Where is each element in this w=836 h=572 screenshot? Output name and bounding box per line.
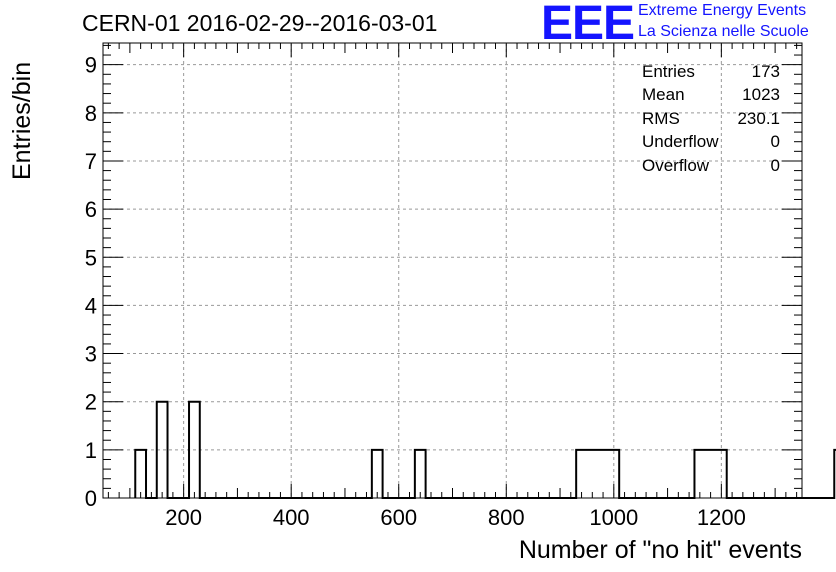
x-tick-label: 800 [488, 505, 525, 530]
stat-entries: Entries 173 [642, 60, 780, 83]
stat-key: Underflow [642, 132, 719, 152]
chart-title: CERN-01 2016-02-29--2016-03-01 [82, 10, 438, 36]
stats-box: Entries 173 Mean 1023 RMS 230.1 Underflo… [642, 60, 780, 177]
stat-overflow: Overflow 0 [642, 154, 780, 177]
histogram-line [134, 400, 836, 499]
x-tick-label: 200 [165, 505, 202, 530]
logo-line-2: La Scienza nelle Scuole [638, 23, 809, 40]
y-tick-label: 5 [85, 245, 97, 270]
y-tick-label: 7 [85, 149, 97, 174]
y-tick-label: 3 [85, 342, 97, 367]
stat-mean: Mean 1023 [642, 83, 780, 106]
x-tick-labels: 200 400 600 800 1000 1200 [165, 505, 746, 530]
y-tick-label: 0 [85, 486, 97, 511]
stat-key: RMS [642, 108, 680, 128]
y-tick-label: 2 [85, 390, 97, 415]
y-tick-labels: 0 1 2 3 4 5 6 7 8 9 [85, 53, 97, 511]
stat-key: Mean [642, 85, 685, 105]
y-axis-label: Entries/bin [8, 61, 36, 180]
stat-key: Overflow [642, 155, 710, 175]
x-tick-label: 400 [273, 505, 310, 530]
y-tick-label: 8 [85, 101, 97, 126]
x-tick-label: 600 [380, 505, 417, 530]
y-tick-label: 9 [85, 53, 97, 78]
logo-line-1: Extreme Energy Events [638, 2, 807, 19]
stat-value: 173 [751, 62, 780, 81]
y-tick-label: 4 [85, 293, 97, 318]
y-tick-label: 6 [85, 197, 97, 222]
x-axis-label: Number of "no hit" events [518, 536, 802, 564]
eee-logo: EEE [541, 0, 635, 50]
stat-value: 230.1 [737, 108, 780, 128]
y-tick-label: 1 [85, 438, 97, 463]
x-tick-label: 1000 [589, 505, 638, 530]
stat-underflow: Underflow 0 [642, 130, 780, 153]
stat-value: 0 [770, 155, 780, 175]
stat-rms: RMS 230.1 [642, 107, 780, 130]
stat-value: 1023 [742, 85, 780, 105]
stat-value: 0 [770, 132, 780, 152]
x-tick-label: 1200 [697, 505, 746, 530]
stat-key: Entries [642, 62, 695, 81]
grid-lines [103, 43, 802, 498]
